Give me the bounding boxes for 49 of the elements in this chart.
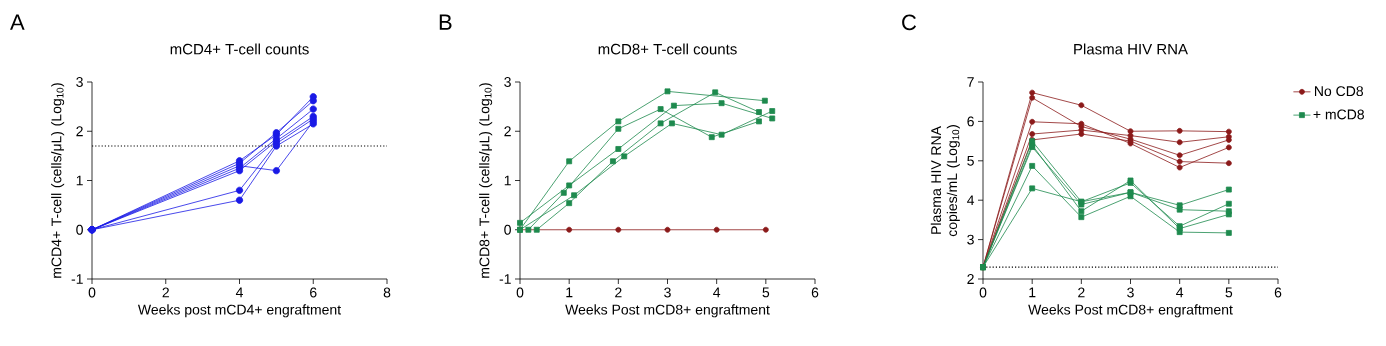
legend-label: No CD8 <box>1314 86 1364 97</box>
y-tick-label: 5 <box>967 155 974 166</box>
y-tick-label: 1 <box>76 175 83 186</box>
x-tick-label: 3 <box>1127 287 1134 298</box>
x-tick-label: 3 <box>664 287 671 298</box>
y-axis-title: mCD8+ T-cell (cells/μL) (Log$_{10}$) <box>479 83 493 278</box>
x-tick-label: 6 <box>811 287 819 298</box>
x-tick-label: 2 <box>1078 287 1085 298</box>
y-tick-label: 7 <box>967 77 974 87</box>
chart-title: mCD4+ T-cell counts <box>170 43 309 55</box>
x-tick-label: 1 <box>1029 287 1036 298</box>
x-tick-label: 2 <box>162 287 169 298</box>
x-tick-label: 6 <box>310 287 317 298</box>
x-tick-label: 0 <box>979 287 987 298</box>
x-tick-label: 0 <box>88 287 96 298</box>
y-tick-label: -1 <box>499 274 511 284</box>
y-tick-label: 1 <box>504 175 511 186</box>
y-tick-label: 2 <box>504 126 511 137</box>
y-tick-label: 3 <box>76 77 83 87</box>
x-tick-label: 4 <box>1176 287 1184 298</box>
x-tick-label: 5 <box>1225 287 1233 298</box>
y-tick-label: -1 <box>71 274 83 284</box>
y-tick-label: 2 <box>76 126 83 137</box>
y-tick-label: 3 <box>504 77 511 87</box>
y-axis-title: mCD4+ T-cell (cells/μL) (Log$_{10}$) <box>51 83 65 278</box>
x-tick-label: 5 <box>762 287 770 298</box>
x-tick-label: 4 <box>235 287 243 298</box>
y-tick-label: 3 <box>967 234 974 245</box>
x-tick-label: 0 <box>516 287 524 298</box>
x-tick-label: 2 <box>615 287 622 298</box>
x-tick-label: 6 <box>1274 287 1282 298</box>
text: C <box>902 14 917 31</box>
x-axis-title: Weeks Post mCD8+ engraftment <box>1028 304 1233 318</box>
y-tick-label: 4 <box>967 195 975 206</box>
x-tick-label: 8 <box>383 287 391 298</box>
text: A <box>10 14 25 30</box>
x-axis-title: Weeks Post mCD8+ engraftment <box>565 304 770 318</box>
legend-label: + mCD8 <box>1313 109 1364 120</box>
y-tick-label: 0 <box>76 224 83 235</box>
x-tick-label: 4 <box>713 287 721 298</box>
y-axis-title: Plasma HIV RNA copies/mL (Log$_{10}$) <box>930 125 960 237</box>
chart-title: mCD8+ T-cell counts <box>598 43 737 55</box>
x-tick-label: 1 <box>566 287 573 298</box>
y-tick-label: 2 <box>967 274 974 284</box>
text: B <box>439 14 452 30</box>
y-tick-label: 6 <box>967 116 974 127</box>
chart-title: Plasma HIV RNA <box>1074 43 1188 55</box>
y-tick-label: 0 <box>504 224 511 235</box>
x-axis-title: Weeks post mCD4+ engraftment <box>137 304 341 318</box>
